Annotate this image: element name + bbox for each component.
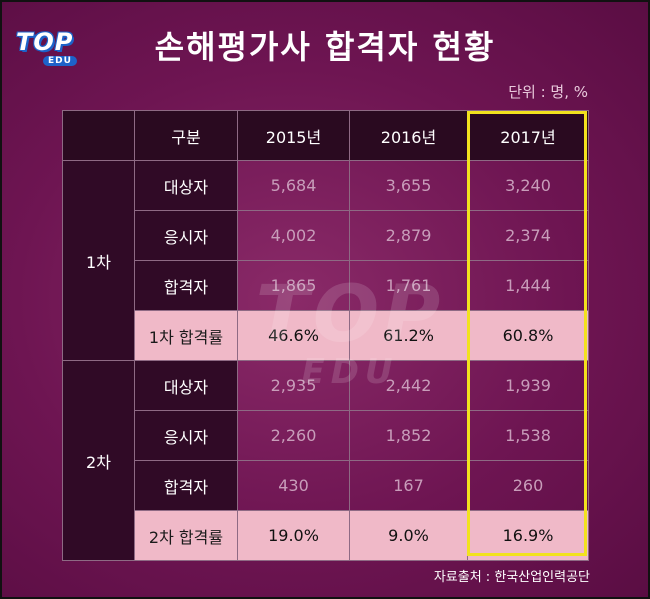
table-row: 1차 대상자 5,684 3,655 3,240 bbox=[62, 160, 589, 361]
value-cell: 3,240 bbox=[467, 160, 589, 211]
source-note: 자료출처 : 한국산업인력공단 bbox=[433, 570, 590, 585]
value-cell: 2,260 bbox=[237, 410, 350, 461]
table-header-row: 구분 2015년 2016년 2017년 bbox=[62, 110, 589, 161]
row-label: 대상자 bbox=[134, 160, 238, 211]
table-row: 응시자 2,260 1,852 1,538 bbox=[63, 410, 589, 461]
pass-rate-value: 19.0% bbox=[237, 510, 350, 561]
header-blank-cell bbox=[62, 110, 135, 161]
row-label: 대상자 bbox=[134, 360, 238, 411]
pass-rate-value: 46.6% bbox=[237, 310, 350, 361]
value-cell: 1,761 bbox=[349, 260, 468, 311]
table-row: 합격자 1,865 1,761 1,444 bbox=[63, 260, 589, 311]
value-cell: 3,655 bbox=[349, 160, 468, 211]
top-edu-logo: TOP EDU bbox=[16, 28, 96, 72]
pass-rate-value: 9.0% bbox=[349, 510, 468, 561]
value-cell: 167 bbox=[349, 460, 468, 511]
value-cell: 1,852 bbox=[349, 410, 468, 461]
value-cell: 5,684 bbox=[237, 160, 350, 211]
row-label: 응시자 bbox=[134, 210, 238, 261]
unit-note: 단위 : 명, % bbox=[508, 83, 588, 101]
row-label: 합격자 bbox=[134, 460, 238, 511]
header-year-2015: 2015년 bbox=[237, 110, 350, 161]
row-label: 합격자 bbox=[134, 260, 238, 311]
page-title: 손해평가사 합격자 현황 bbox=[154, 28, 496, 66]
value-cell: 2,879 bbox=[349, 210, 468, 261]
value-cell: 1,865 bbox=[237, 260, 350, 311]
pass-rate-row: 1차 합격률 46.6% 61.2% 60.8% bbox=[63, 310, 589, 361]
pass-rate-label: 2차 합격률 bbox=[134, 510, 238, 561]
pass-rate-value: 16.9% bbox=[467, 510, 589, 561]
pass-rate-row: 2차 합격률 19.0% 9.0% 16.9% bbox=[63, 510, 589, 561]
value-cell: 4,002 bbox=[237, 210, 350, 261]
header-category: 구분 bbox=[134, 110, 238, 161]
table-row: 합격자 430 167 260 bbox=[63, 460, 589, 511]
group-label-round1: 1차 bbox=[62, 160, 135, 361]
row-label: 응시자 bbox=[134, 410, 238, 461]
group-label-round2: 2차 bbox=[62, 360, 135, 561]
table-row: 응시자 4,002 2,879 2,374 bbox=[63, 210, 589, 261]
header-year-2017: 2017년 bbox=[467, 110, 589, 161]
logo-top-text: TOP bbox=[16, 28, 74, 56]
logo-edu-text: EDU bbox=[43, 56, 77, 66]
table-row: 2차 대상자 2,935 2,442 1,939 bbox=[62, 360, 589, 561]
pass-rate-value: 60.8% bbox=[467, 310, 589, 361]
header-year-2016: 2016년 bbox=[349, 110, 468, 161]
value-cell: 2,374 bbox=[467, 210, 589, 261]
pass-status-table: 구분 2015년 2016년 2017년 1차 대상자 5,684 3,655 … bbox=[62, 110, 589, 561]
pass-rate-label: 1차 합격률 bbox=[134, 310, 238, 361]
value-cell: 1,939 bbox=[467, 360, 589, 411]
value-cell: 2,442 bbox=[349, 360, 468, 411]
pass-rate-value: 61.2% bbox=[349, 310, 468, 361]
value-cell: 1,538 bbox=[467, 410, 589, 461]
value-cell: 1,444 bbox=[467, 260, 589, 311]
value-cell: 260 bbox=[467, 460, 589, 511]
value-cell: 2,935 bbox=[237, 360, 350, 411]
value-cell: 430 bbox=[237, 460, 350, 511]
